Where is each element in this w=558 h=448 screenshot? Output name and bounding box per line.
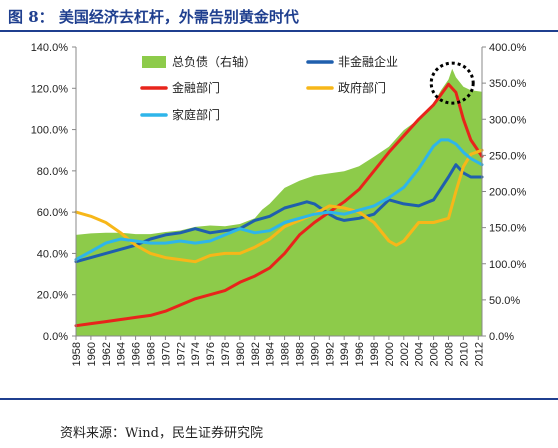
x-tick-label: 2010 (458, 342, 470, 366)
peak-highlight-ellipse (429, 61, 475, 105)
x-tick-label: 1972 (175, 342, 187, 366)
y-right-tick-label: 300.0% (489, 114, 527, 126)
y-right-tick-label: 400.0% (489, 42, 527, 54)
x-tick-label: 1978 (220, 342, 232, 366)
legend-item-government: 政府部门 (306, 80, 386, 95)
legend-item-financial-sector: 金融部门 (140, 80, 220, 95)
x-tick-label: 1976 (205, 342, 217, 366)
x-tick-label: 2012 (473, 342, 485, 366)
x-tick-label: 1968 (145, 342, 157, 366)
axis-layer: 0.0% 20.0% 40.0% 60.0% 80.0% 100.0% 120.0% 140.… (31, 42, 527, 366)
series-line-government (74, 148, 484, 264)
y-left-tick-label: 0.0% (43, 331, 68, 343)
series-area-total-liabilities (76, 68, 482, 336)
legend-label: 家庭部门 (172, 107, 220, 122)
y-right-tick-label: 100.0% (489, 259, 527, 271)
x-tick-label: 1982 (250, 342, 262, 366)
x-tick-label: 1960 (86, 342, 98, 366)
y-right-tick-label: 350.0% (489, 78, 527, 90)
x-tick-label: 1992 (324, 342, 336, 366)
debt-ratio-chart: 0.0% 20.0% 40.0% 60.0% 80.0% 100.0% 120.0% 140.… (31, 42, 527, 366)
x-tick-label: 1988 (294, 342, 306, 366)
legend-item-household: 家庭部门 (140, 107, 220, 122)
line-layer (74, 82, 484, 328)
legend-item-total-liabilities: 总负债（右轴） (142, 54, 256, 69)
y-right-tick-label: 50.0% (489, 295, 520, 307)
y-left-tick-label: 20.0% (37, 290, 68, 302)
x-tick-label: 1994 (339, 342, 351, 366)
x-tick-label: 1986 (280, 342, 292, 366)
x-tick-label: 1958 (71, 342, 83, 366)
x-tick-label: 2004 (414, 342, 426, 366)
y-left-tick-label: 40.0% (37, 248, 68, 260)
series-line-nonfinancial-corporate (74, 163, 484, 264)
series-line-household (74, 138, 484, 262)
x-tick-label: 1962 (101, 342, 113, 366)
legend-swatch (142, 56, 166, 68)
y-right-tick-label: 250.0% (489, 150, 527, 162)
footer-divider (0, 398, 558, 400)
title-divider (0, 30, 558, 32)
x-tick-label: 2002 (399, 342, 411, 366)
legend-label: 非金融企业 (338, 54, 398, 69)
source-note: 资料来源：Wind，民生证券研究院 (60, 426, 263, 441)
area-layer (76, 68, 482, 336)
y-left-tick-label: 80.0% (37, 166, 68, 178)
y-left-tick-label: 60.0% (37, 207, 68, 219)
x-tick-label: 1974 (190, 342, 202, 366)
annotation-layer (429, 61, 475, 105)
x-tick-label: 2006 (429, 342, 441, 366)
y-left-tick-label: 100.0% (31, 125, 69, 137)
y-left-tick-label: 140.0% (31, 42, 69, 54)
y-left-tick-label: 120.0% (31, 83, 69, 95)
x-tick-label: 1980 (235, 342, 247, 366)
series-line-financial-sector (74, 82, 484, 328)
legend-item-nonfinancial-corporate: 非金融企业 (306, 54, 398, 69)
x-tick-label: 1984 (265, 342, 277, 366)
y-right-tick-label: 200.0% (489, 187, 527, 199)
x-tick-label: 1996 (354, 342, 366, 366)
figure-title: 图 8： 美国经济去杠杆，外需告别黄金时代 (8, 8, 299, 26)
y-right-tick-label: 150.0% (489, 223, 527, 235)
x-tick-label: 2008 (443, 342, 455, 366)
legend-label: 总负债（右轴） (172, 54, 256, 69)
x-tick-label: 1998 (369, 342, 381, 366)
x-tick-label: 1970 (160, 342, 172, 366)
legend-label: 政府部门 (338, 80, 386, 95)
x-tick-label: 1966 (131, 342, 143, 366)
y-right-tick-label: 0.0% (489, 331, 514, 343)
x-tick-label: 2000 (384, 342, 396, 366)
x-tick-label: 1964 (116, 342, 128, 366)
x-tick-label: 1990 (309, 342, 321, 366)
legend-label: 金融部门 (172, 80, 220, 95)
